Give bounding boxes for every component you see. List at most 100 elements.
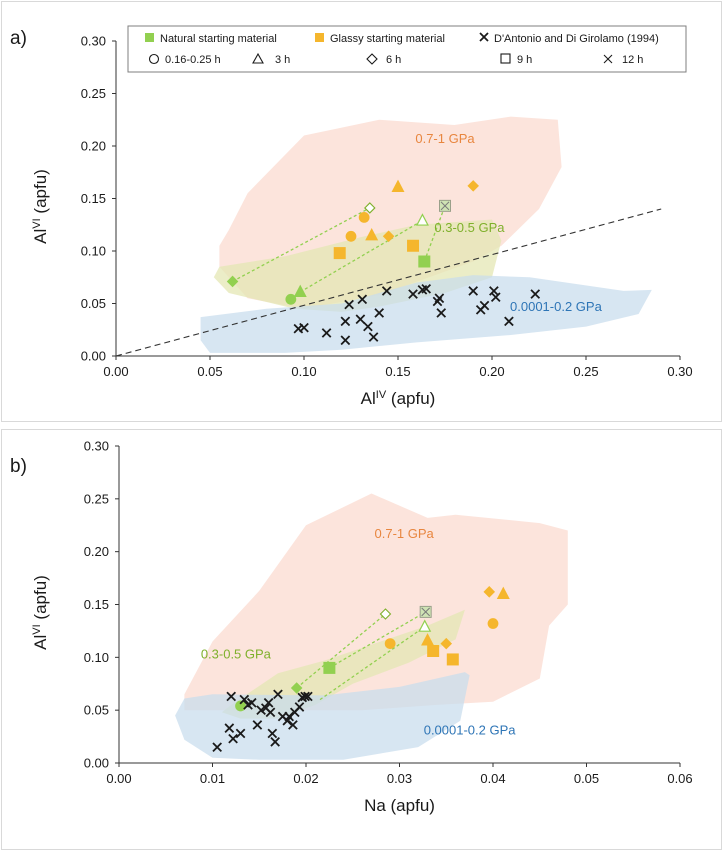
panel-b-point-natural-square (323, 661, 336, 674)
panel-a-point-literature-x (321, 328, 332, 338)
panel-b-y-tick-label: 0.05 (84, 703, 109, 718)
panel-b-point-glassy-diamond (483, 586, 496, 598)
legend-t1-label: 0.16-0.25 h (165, 54, 221, 66)
panel-b-point-literature-x (288, 720, 298, 730)
panel-b-point-literature-x (235, 728, 246, 739)
panel-a-point-literature-x (479, 300, 490, 311)
panel-a-point-literature-x (363, 321, 373, 332)
panel-a-point-literature-x (408, 289, 418, 299)
panel-b-y-tick-label: 0.00 (84, 756, 109, 771)
panel-a-point-literature-x (340, 316, 351, 327)
panel-a-y-tick-label: 0.00 (81, 349, 106, 364)
panel-b-x-tick-label: 0.05 (574, 771, 599, 786)
panel-b-tie-line (296, 613, 386, 689)
panel-b-point-literature-x (273, 689, 283, 700)
panel-b-plot: 0.00 0.01 0.02 0.03 0.04 0.05 0.06 0.00 0.05 0.10… (31, 439, 693, 816)
panel-a-point-glassy-square (333, 247, 346, 260)
panel-b-region-low (175, 672, 470, 760)
panel-a-point-natural-circle (285, 293, 297, 305)
panel-a-y-tick-label: 0.15 (81, 191, 106, 206)
legend-t2-label: 3 h (275, 54, 290, 66)
panel-b-x-tick-label: 0.04 (480, 771, 505, 786)
panel-b-tie-line (319, 626, 426, 701)
panel-a-point-literature-x (381, 286, 392, 296)
panel-a-point-natural-square (418, 255, 431, 268)
panel-b-point-natural-square-cross (421, 607, 431, 617)
panel-a-x-tick-label: 0.15 (385, 364, 410, 379)
legend-triangle-icon (252, 52, 264, 64)
panel-b-point-literature-x (263, 697, 274, 708)
panel-a-x-tick-label: 0.20 (479, 364, 504, 379)
panel-b-y-tick-label: 0.25 (84, 491, 109, 506)
panel-b-x-axis-title: Na (apfu) (364, 796, 435, 815)
panel-b-point-glassy-circle (487, 618, 499, 629)
panel-a-region-label-high: 0.7-1 GPa (415, 131, 475, 146)
legend-literature-label: D'Antonio and Di Girolamo (1994) (494, 33, 659, 45)
panel-b-x-tick-label: 0.02 (293, 771, 318, 786)
panel-a-point-literature-x (468, 286, 479, 296)
panel-a-label: a) (10, 28, 27, 49)
panel-a-point-natural-triangle (293, 284, 307, 298)
legend-square-icon (500, 53, 511, 64)
panel-a-region-low (200, 275, 652, 353)
panel-b-x-tick-label: 0.00 (106, 771, 131, 786)
panel-a-y-tick-label: 0.05 (81, 296, 106, 311)
panel-b-point-literature-x (224, 723, 235, 733)
panel-b-point-glassy-triangle (421, 633, 435, 646)
panel-b-y-tick-label: 0.10 (84, 650, 109, 665)
panel-a-point-literature-x (434, 293, 445, 304)
panel-a-y-tick-label: 0.10 (81, 244, 106, 259)
panel-a-x-tick-label: 0.10 (291, 364, 316, 379)
panel-b-point-literature-x (239, 694, 250, 705)
panel-b-point-literature-x (228, 733, 238, 744)
panel-a-point-glassy-circle (358, 211, 370, 223)
panel-b-point-literature-x (303, 691, 313, 702)
legend-literature-x-icon (479, 32, 489, 42)
panel-a-point-natural-diamond (226, 275, 239, 288)
panel-b-point-literature-x (284, 711, 295, 722)
legend-diamond-icon (366, 53, 378, 65)
legend-circle-icon (148, 53, 160, 65)
panel-b-point-literature-x (246, 697, 257, 708)
panel-a-x-tick-label: 0.05 (197, 364, 222, 379)
panel-b-point-literature-x (226, 691, 237, 702)
panel-b-label: b) (10, 456, 27, 477)
panel-b-point-natural-triangle (418, 619, 432, 632)
panel-b-point-glassy-circle (384, 638, 396, 649)
panel-b-x-tick-label: 0.06 (667, 771, 692, 786)
panel-a-point-literature-x (421, 283, 432, 294)
panel-b-point-literature-x (212, 742, 223, 752)
panel-a-point-literature-x (490, 292, 501, 303)
chart-marks: 0.00 0.05 0.10 0.15 0.20 0.25 0.30 0.00 0.05 0.10… (31, 34, 693, 816)
panel-b-region-label-mid: 0.3-0.5 GPa (201, 646, 272, 661)
panel-a-point-literature-x (357, 294, 368, 305)
panel-b-point-natural-diamond (290, 682, 303, 694)
legend-natural-label: Natural starting material (160, 33, 277, 45)
panel-b-tie-line (329, 611, 427, 669)
panel-a-point-literature-x (504, 316, 514, 327)
panel-b-point-literature-x (267, 728, 278, 739)
panel-a-y-tick-label: 0.20 (81, 139, 106, 154)
panel-a-point-glassy-square (407, 239, 420, 252)
panel-a-point-natural-triangle (415, 213, 429, 226)
panel-a-region-label-low: 0.0001-0.2 GPa (510, 299, 603, 314)
panel-a-point-glassy-diamond (382, 230, 395, 243)
panel-b-region-label-low: 0.0001-0.2 GPa (424, 722, 517, 737)
panel-b-point-literature-x (300, 691, 310, 702)
panel-b-region-high (184, 493, 568, 711)
panel-b-point-literature-x (270, 737, 280, 747)
panel-a-point-natural-diamond (364, 202, 376, 214)
panel-b-point-literature-x (294, 702, 305, 712)
panel-a-y-tick-label: 0.30 (81, 34, 106, 49)
panel-a-tie-line (423, 205, 446, 262)
panel-b-y-axis-title: AlVI (apfu) (31, 575, 50, 650)
panel-a-point-glassy-diamond (467, 180, 479, 192)
panel-a-point-literature-x (436, 308, 447, 318)
panel-b-x-tick-label: 0.01 (200, 771, 225, 786)
panel-a-point-literature-x (299, 322, 309, 333)
legend-t4-label: 9 h (517, 54, 532, 66)
panel-b-y-tick-label: 0.15 (84, 597, 109, 612)
panel-a-point-glassy-circle (345, 230, 357, 242)
legend-natural-swatch (145, 33, 154, 42)
